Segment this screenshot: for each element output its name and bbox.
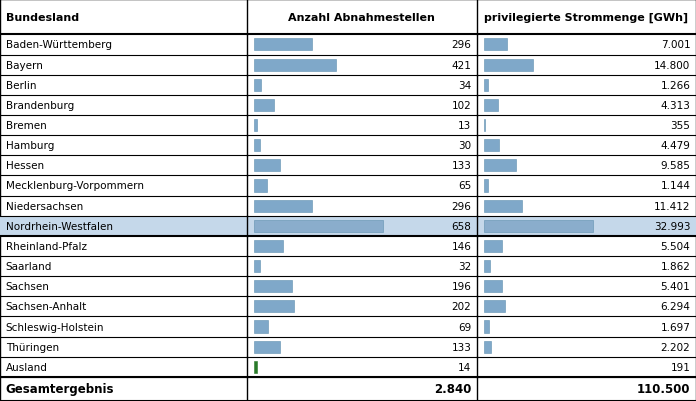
Bar	[484, 99, 498, 111]
Bar	[254, 160, 280, 172]
Text: 4.479: 4.479	[661, 141, 690, 151]
Text: 110.500: 110.500	[637, 383, 690, 395]
Text: 30: 30	[458, 141, 471, 151]
Bar	[254, 140, 260, 152]
Text: 146: 146	[451, 241, 471, 251]
Text: Niedersachsen: Niedersachsen	[6, 201, 83, 211]
Bar	[254, 99, 274, 111]
Text: 14: 14	[458, 362, 471, 372]
Text: Rheinland-Pfalz: Rheinland-Pfalz	[6, 241, 86, 251]
Text: 1.266: 1.266	[661, 81, 690, 91]
Text: Hessen: Hessen	[6, 161, 44, 171]
Text: Hamburg: Hamburg	[6, 141, 54, 151]
Text: 296: 296	[451, 201, 471, 211]
Bar	[484, 39, 507, 51]
Bar	[484, 200, 521, 212]
Bar	[484, 321, 489, 333]
Bar	[254, 119, 257, 132]
Bar	[484, 180, 487, 192]
Bar	[484, 260, 490, 272]
Text: 9.585: 9.585	[661, 161, 690, 171]
Text: Saarland: Saarland	[6, 261, 52, 271]
Text: Gesamtergebnis: Gesamtergebnis	[6, 383, 114, 395]
Text: Sachsen: Sachsen	[6, 282, 49, 292]
Text: 2.840: 2.840	[434, 383, 471, 395]
Text: 1.144: 1.144	[661, 181, 690, 191]
Bar	[254, 260, 260, 272]
Text: 2.202: 2.202	[661, 342, 690, 352]
Text: 191: 191	[670, 362, 690, 372]
Text: Bayern: Bayern	[6, 61, 42, 71]
Text: 1.697: 1.697	[661, 322, 690, 332]
Text: 6.294: 6.294	[661, 302, 690, 312]
Text: Bundesland: Bundesland	[6, 13, 79, 22]
Bar	[254, 321, 267, 333]
Text: 4.313: 4.313	[661, 101, 690, 111]
Text: 65: 65	[458, 181, 471, 191]
Bar	[254, 180, 267, 192]
Text: 13: 13	[458, 121, 471, 131]
Bar	[254, 220, 383, 232]
Bar	[254, 79, 261, 91]
Text: 658: 658	[451, 221, 471, 231]
Bar	[484, 280, 502, 293]
Text: 421: 421	[451, 61, 471, 71]
Text: Sachsen-Anhalt: Sachsen-Anhalt	[6, 302, 87, 312]
Bar	[484, 341, 491, 353]
Text: 32.993: 32.993	[654, 221, 690, 231]
Text: Brandenburg: Brandenburg	[6, 101, 74, 111]
Text: 32: 32	[458, 261, 471, 271]
Bar	[254, 200, 312, 212]
Bar	[254, 280, 292, 293]
Text: 5.401: 5.401	[661, 282, 690, 292]
Text: Bremen: Bremen	[6, 121, 47, 131]
Text: 133: 133	[451, 342, 471, 352]
Text: 5.504: 5.504	[661, 241, 690, 251]
Text: 11.412: 11.412	[654, 201, 690, 211]
Bar	[254, 361, 257, 373]
Text: Berlin: Berlin	[6, 81, 36, 91]
Text: 355: 355	[670, 121, 690, 131]
Bar	[254, 301, 294, 313]
Text: Thüringen: Thüringen	[6, 342, 58, 352]
Text: 202: 202	[452, 302, 471, 312]
Text: 69: 69	[458, 322, 471, 332]
Bar	[254, 39, 312, 51]
Bar	[484, 220, 593, 232]
Text: 196: 196	[451, 282, 471, 292]
Text: 296: 296	[451, 41, 471, 50]
Bar	[0, 216, 696, 236]
Text: Nordrhein-Westfalen: Nordrhein-Westfalen	[6, 221, 113, 231]
Bar	[484, 119, 485, 132]
Bar	[484, 79, 488, 91]
Text: Ausland: Ausland	[6, 362, 47, 372]
Bar	[254, 341, 280, 353]
Bar	[484, 240, 502, 252]
Text: 14.800: 14.800	[654, 61, 690, 71]
Bar	[254, 240, 283, 252]
Text: Mecklenburg-Vorpommern: Mecklenburg-Vorpommern	[6, 181, 143, 191]
Bar	[484, 160, 516, 172]
Text: Baden-Württemberg: Baden-Württemberg	[6, 41, 111, 50]
Bar	[484, 59, 533, 71]
Bar	[254, 59, 336, 71]
Text: 102: 102	[452, 101, 471, 111]
Bar	[484, 140, 498, 152]
Text: 34: 34	[458, 81, 471, 91]
Bar	[484, 301, 505, 313]
Text: Schleswig-Holstein: Schleswig-Holstein	[6, 322, 104, 332]
Text: 7.001: 7.001	[661, 41, 690, 50]
Text: Anzahl Abnahmestellen: Anzahl Abnahmestellen	[288, 13, 436, 22]
Text: privilegierte Strommenge [GWh]: privilegierte Strommenge [GWh]	[484, 12, 688, 23]
Text: 1.862: 1.862	[661, 261, 690, 271]
Text: 133: 133	[451, 161, 471, 171]
